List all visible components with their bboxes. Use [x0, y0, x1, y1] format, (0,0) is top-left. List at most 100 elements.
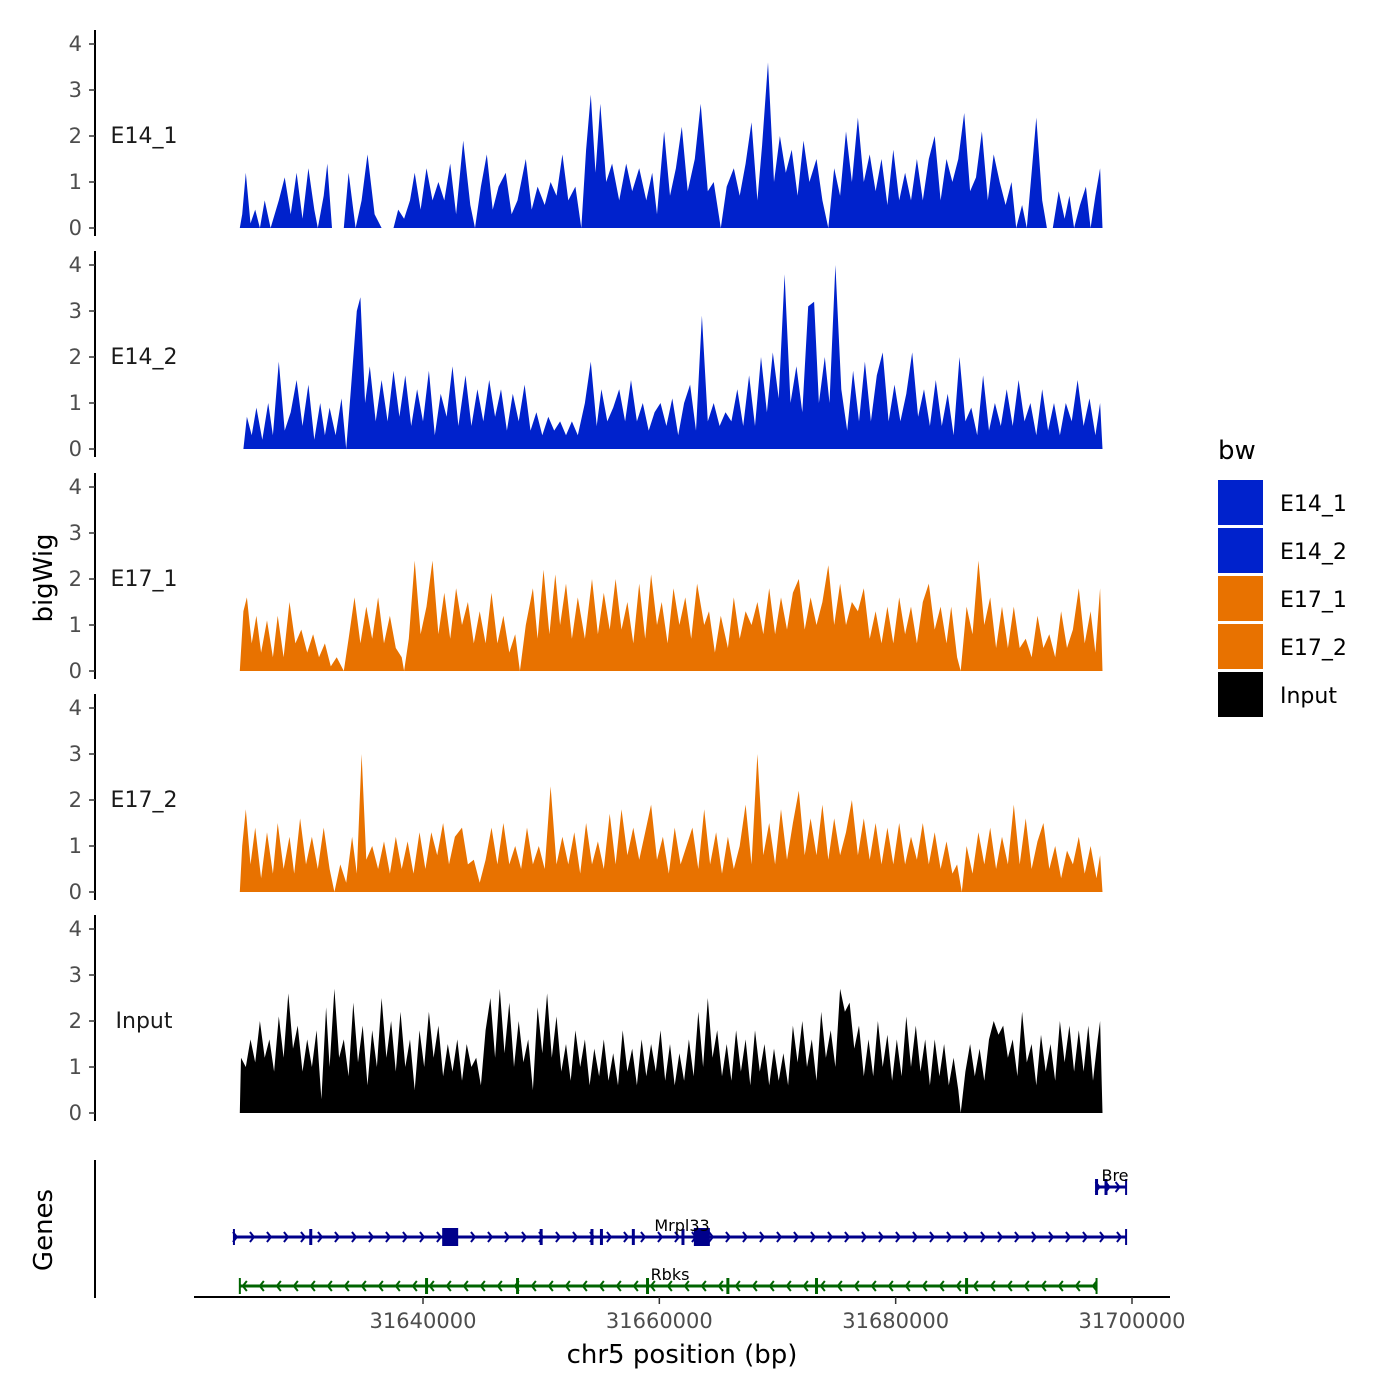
strand-chevron	[640, 1231, 647, 1243]
strand-chevron	[462, 1280, 469, 1292]
strand-chevron	[751, 1280, 758, 1292]
y-tick-label: 2	[69, 345, 82, 369]
strand-chevron	[963, 1231, 970, 1243]
strand-chevron	[1040, 1280, 1047, 1292]
exon	[516, 1278, 520, 1294]
strand-chevron	[368, 1231, 375, 1243]
y-tick-label: 4	[69, 32, 82, 56]
strand-chevron	[292, 1280, 299, 1292]
track-e17-2: 0 1 2 3 4 E17_2	[69, 694, 1103, 904]
exon	[631, 1229, 635, 1245]
y-tick-label: 3	[69, 78, 82, 102]
strand-chevron	[334, 1231, 341, 1243]
strand-chevron	[1014, 1231, 1021, 1243]
strand-chevron	[436, 1231, 443, 1243]
strand-chevron	[1091, 1280, 1098, 1292]
signal-area	[239, 62, 1103, 229]
strand-chevron	[972, 1280, 979, 1292]
strand-chevron	[1074, 1280, 1081, 1292]
strand-chevron	[402, 1231, 409, 1243]
exon	[442, 1228, 459, 1246]
strand-chevron	[1057, 1280, 1064, 1292]
strand-chevron	[861, 1231, 868, 1243]
strand-chevron	[1048, 1231, 1055, 1243]
strand-chevron	[742, 1231, 749, 1243]
x-tick-label: 31640000	[370, 1309, 477, 1333]
strand-chevron	[521, 1231, 528, 1243]
strand-chevron	[487, 1231, 494, 1243]
strand-chevron	[683, 1280, 690, 1292]
signal-area	[243, 265, 1103, 449]
strand-chevron	[623, 1231, 630, 1243]
legend-label: E17_2	[1280, 636, 1347, 661]
strand-chevron	[258, 1280, 265, 1292]
strand-chevron	[411, 1280, 418, 1292]
y-tick-label: 3	[69, 521, 82, 545]
genes-track-title: Genes	[29, 1189, 59, 1271]
strand-chevron	[351, 1231, 358, 1243]
strand-chevron	[564, 1280, 571, 1292]
strand-chevron	[470, 1231, 477, 1243]
exon	[309, 1229, 313, 1245]
track-e17-1: 0 1 2 3 4 E17_1	[69, 473, 1103, 683]
strand-chevron	[844, 1231, 851, 1243]
strand-chevron	[997, 1231, 1004, 1243]
strand-chevron	[385, 1231, 392, 1243]
exon	[814, 1278, 818, 1294]
strand-chevron	[776, 1231, 783, 1243]
strand-chevron	[496, 1280, 503, 1292]
strand-chevron	[632, 1280, 639, 1292]
strand-chevron	[878, 1231, 885, 1243]
y-tick-label: 2	[69, 124, 82, 148]
exon	[681, 1229, 685, 1245]
strand-chevron	[989, 1280, 996, 1292]
y-tick-label: 0	[69, 1101, 82, 1125]
exon	[646, 1278, 650, 1294]
strand-chevron	[266, 1231, 273, 1243]
strand-chevron	[785, 1280, 792, 1292]
strand-chevron	[674, 1231, 681, 1243]
strand-chevron	[700, 1280, 707, 1292]
y-tick-label: 0	[69, 437, 82, 461]
exon	[425, 1278, 429, 1294]
y-tick-label: 1	[69, 391, 82, 415]
y-tick-label: 2	[69, 567, 82, 591]
strand-chevron	[360, 1280, 367, 1292]
strand-chevron	[836, 1280, 843, 1292]
strand-chevron	[572, 1231, 579, 1243]
y-tick-label: 3	[69, 963, 82, 987]
strand-chevron	[598, 1280, 605, 1292]
x-axis: 31640000 31660000 31680000 31700000	[194, 1296, 1185, 1333]
strand-chevron	[887, 1280, 894, 1292]
legend-swatch	[1218, 624, 1263, 669]
y-tick-label: 1	[69, 834, 82, 858]
strand-chevron	[445, 1280, 452, 1292]
legend-swatch	[1218, 672, 1263, 717]
strand-chevron	[606, 1231, 613, 1243]
legend-swatch	[1218, 528, 1263, 573]
strand-chevron	[938, 1280, 945, 1292]
strand-chevron	[929, 1231, 936, 1243]
y-tick-label: 0	[69, 880, 82, 904]
strand-chevron	[1065, 1231, 1072, 1243]
y-tick-label: 1	[69, 170, 82, 194]
legend-title: bw	[1218, 436, 1256, 466]
exon	[726, 1278, 730, 1294]
exon	[590, 1229, 594, 1245]
exon	[539, 1229, 543, 1245]
strand-chevron	[904, 1280, 911, 1292]
gene-label: Bre	[1101, 1166, 1128, 1185]
legend-label: E14_1	[1280, 492, 1347, 517]
strand-chevron	[725, 1231, 732, 1243]
strand-chevron	[615, 1280, 622, 1292]
y-tick-label: 4	[69, 696, 82, 720]
track-label: E17_2	[111, 788, 178, 813]
legend: bw E14_1 E14_2 E17_1 E17_2 Input	[1218, 436, 1347, 717]
y-axis-title: bigWig	[29, 533, 59, 622]
strand-chevron	[555, 1231, 562, 1243]
gene-rbks: Rbks	[238, 1265, 1098, 1294]
legend-label: Input	[1280, 684, 1337, 709]
gene-mrpl33: Mrpl33	[232, 1216, 1128, 1246]
strand-chevron	[759, 1231, 766, 1243]
